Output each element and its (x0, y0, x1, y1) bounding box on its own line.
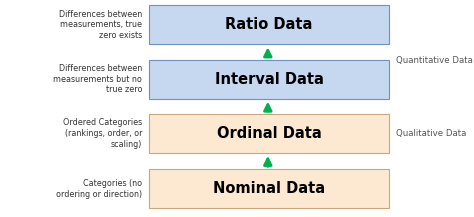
Text: Nominal Data: Nominal Data (213, 181, 325, 196)
Text: Ratio Data: Ratio Data (225, 17, 313, 33)
Text: Ordered Categories
(rankings, order, or
scaling): Ordered Categories (rankings, order, or … (63, 118, 142, 149)
Text: Differences between
measurements, true
zero exists: Differences between measurements, true z… (59, 10, 142, 40)
Text: Qualitative Data: Qualitative Data (396, 129, 466, 138)
Text: Ordinal Data: Ordinal Data (217, 126, 321, 141)
Text: Quantitative Data: Quantitative Data (396, 56, 473, 65)
FancyBboxPatch shape (149, 60, 389, 99)
Text: Differences between
measurements but no
true zero: Differences between measurements but no … (53, 64, 142, 94)
FancyBboxPatch shape (149, 114, 389, 153)
Text: Categories (no
ordering or direction): Categories (no ordering or direction) (56, 179, 142, 199)
Text: Interval Data: Interval Data (215, 72, 323, 87)
FancyBboxPatch shape (149, 169, 389, 208)
FancyBboxPatch shape (149, 5, 389, 44)
